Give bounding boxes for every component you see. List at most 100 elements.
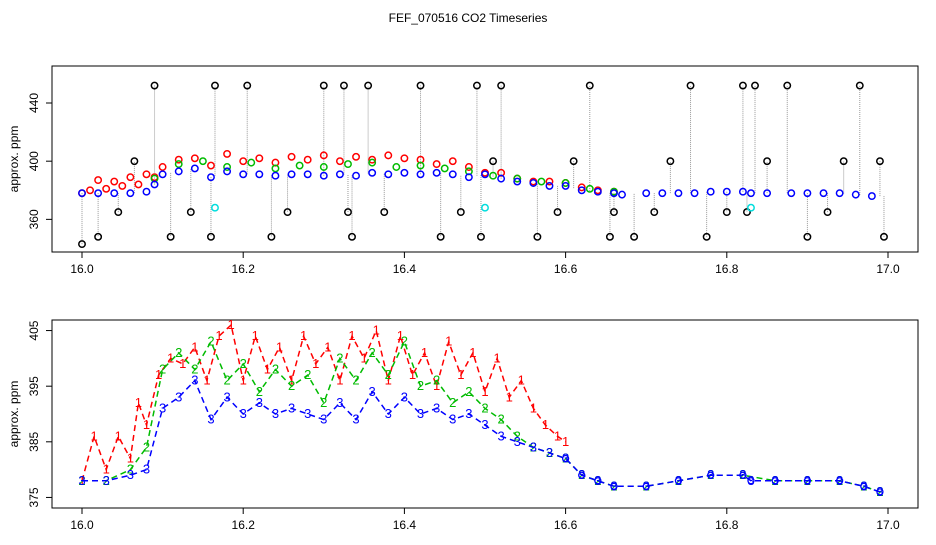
spike-point [553,208,562,217]
series-3-point [497,174,506,183]
series-1-marker: 1 [215,328,222,343]
series-2-point [295,161,304,170]
series-3-point [78,189,86,198]
series-1-point [174,155,183,164]
series-3-marker: 3 [272,406,279,421]
series-2-marker: 2 [369,345,376,360]
series-2-point [247,158,256,167]
series-1-marker: 1 [421,345,428,360]
spike-point [344,208,352,217]
bottom-y-tick-label: 405 [27,320,41,340]
series-2-marker: 2 [352,373,359,388]
series-2-point [271,164,280,173]
series-1-marker: 1 [264,362,271,377]
series-1-marker: 1 [457,367,464,382]
series-3-point [867,192,876,201]
series-3-marker: 3 [514,434,521,449]
series-1-marker: 1 [103,462,110,477]
series-2-marker: 2 [739,467,746,482]
series-1-point [134,180,143,189]
series-3-marker: 3 [481,417,488,432]
series-1-marker: 1 [409,367,416,382]
series-3-circle-point [594,477,602,485]
series-3-circle-point [771,477,779,485]
series-2-point [489,171,498,180]
series-3-point [150,180,159,189]
spike-point [94,232,103,241]
series-3-marker: 3 [256,395,263,410]
series-1-marker: 1 [240,373,247,388]
series-3-point [384,170,393,179]
spike-point [702,232,711,241]
bottom-y-axis-label: approx. ppm [7,381,21,448]
series-1-marker: 1 [469,345,476,360]
spike-point [319,81,328,90]
series-3-marker: 3 [207,412,214,427]
series-3-marker: 3 [336,395,343,410]
series-2-marker: 2 [288,378,295,393]
series-1-marker: 1 [360,350,367,365]
series-3-circle-point [860,482,868,490]
series-3-marker: 3 [369,384,376,399]
series-2-marker: 2 [272,362,279,377]
series-3-marker: 3 [143,462,150,477]
series-1-point [384,151,393,160]
series-1-marker: 1 [554,428,561,443]
series-3-point [545,181,554,190]
top-plot-frame [51,65,919,253]
bottom-y-tick-label: 375 [27,487,41,507]
series-3-marker: 3 [191,373,198,388]
series-3-point [239,170,248,179]
series-3-circle-point [803,477,812,485]
spike-point [630,232,639,241]
series-2-point [440,164,449,173]
series-3-marker: 3 [223,389,230,404]
series-3-marker: 3 [240,406,247,421]
series-3-marker: 3 [804,473,811,488]
series-2-marker: 2 [223,373,230,388]
top-x-tick-label: 16.2 [232,262,256,276]
spike-point [743,208,751,217]
series-1-point [448,157,457,166]
series-3-point [747,189,755,198]
series-3-marker: 3 [876,484,883,499]
series-3-point [593,187,602,196]
series-2-marker: 2 [385,367,392,382]
series-2-point [392,163,401,171]
series-3-marker: 3 [836,473,843,488]
series-1-marker: 1 [506,389,513,404]
series-1-point [464,163,473,171]
series-3-point [319,171,328,180]
series-2-marker: 2 [594,473,601,488]
spike-point [114,208,123,217]
series-1-point [118,181,127,190]
series-3-point [271,171,280,180]
series-2-point [416,161,425,170]
series-3-marker: 3 [159,400,166,415]
series-3-point [577,186,586,195]
spike-point [855,81,864,90]
bottom-plot-frame [51,319,919,509]
series-1-point [432,160,441,169]
series-3-marker: 3 [352,412,359,427]
series-2-point [344,160,352,169]
series-3-point [255,170,264,179]
series-1-marker: 1 [143,417,150,432]
series-2-point [223,163,232,171]
series-1-point [158,163,167,171]
spike-point [880,232,888,241]
series-3-marker: 3 [385,406,392,421]
series-1-marker: 1 [324,339,331,354]
spike-point [267,232,276,241]
top-x-tick-label: 17.0 [876,262,900,276]
series-1-marker: 1 [179,356,186,371]
series-1-point [86,186,95,195]
series-3-marker: 3 [772,473,779,488]
series-1-marker: 1 [481,384,488,399]
spike-point [722,208,731,217]
series-3-marker: 3 [498,428,505,443]
series-3-line [82,379,881,493]
series-3-point [207,173,215,182]
series-2-point [537,177,546,186]
